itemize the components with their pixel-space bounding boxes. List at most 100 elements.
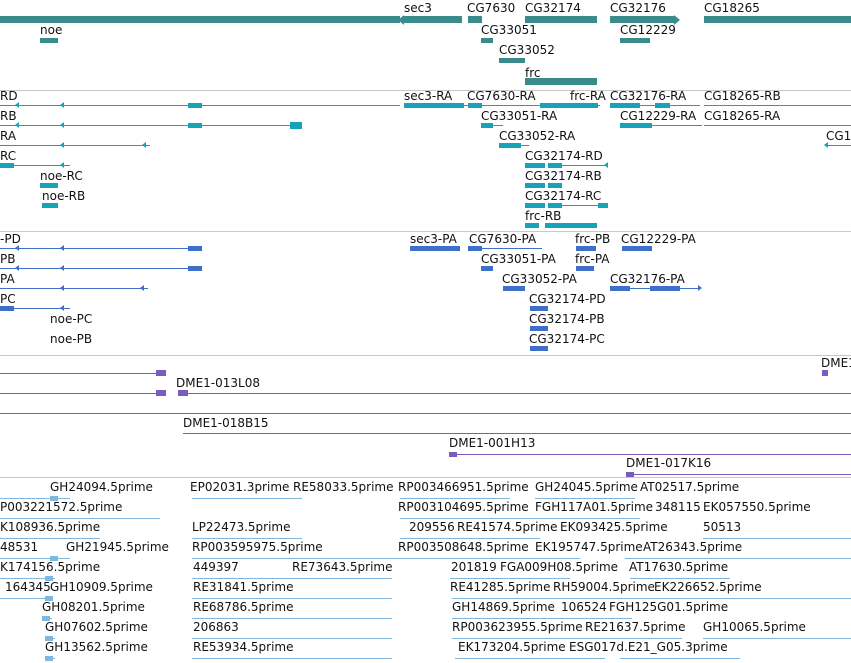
- intron-line[interactable]: [183, 433, 851, 434]
- exon-block[interactable]: [525, 78, 597, 85]
- feature-label[interactable]: CG32174-PD: [529, 292, 606, 306]
- intron-line[interactable]: [188, 393, 851, 394]
- feature-label[interactable]: RH59004.5prime: [553, 580, 655, 594]
- feature-label[interactable]: K108936.5prime: [0, 520, 101, 534]
- feature-label[interactable]: CG32174-RC: [525, 189, 602, 203]
- est-line[interactable]: [0, 558, 70, 559]
- exon-block[interactable]: [610, 286, 630, 291]
- feature-label[interactable]: RE53934.5prime: [193, 640, 294, 654]
- exon-block[interactable]: [42, 203, 58, 208]
- exon-block[interactable]: [545, 223, 597, 228]
- feature-label[interactable]: CG32174-PB: [529, 312, 605, 326]
- feature-label[interactable]: GH08201.5prime: [42, 600, 145, 614]
- feature-label[interactable]: 449397: [193, 560, 239, 574]
- exon-block[interactable]: [503, 286, 525, 291]
- exon-block[interactable]: [481, 38, 493, 43]
- intron-line[interactable]: [562, 165, 608, 166]
- feature-label[interactable]: noe-PC: [50, 312, 93, 326]
- feature-label[interactable]: PC: [0, 292, 16, 306]
- feature-label[interactable]: CG32174-RB: [525, 169, 602, 183]
- exon-block[interactable]: [188, 103, 202, 108]
- exon-block[interactable]: [704, 16, 851, 23]
- feature-label[interactable]: CG7630-RA: [467, 89, 536, 103]
- exon-block[interactable]: [481, 266, 493, 271]
- feature-label[interactable]: RC: [0, 149, 17, 163]
- feature-label[interactable]: K174156.5prime: [0, 560, 101, 574]
- feature-label[interactable]: 164345: [5, 580, 51, 594]
- intron-line[interactable]: [0, 165, 70, 166]
- feature-label[interactable]: 106524: [561, 600, 607, 614]
- feature-label[interactable]: EK093425.5prime: [560, 520, 668, 534]
- exon-block[interactable]: [178, 390, 188, 396]
- feature-label[interactable]: RP003623955.5prime: [452, 620, 583, 634]
- exon-block[interactable]: [530, 346, 548, 351]
- feature-label[interactable]: RE41285.5prime: [450, 580, 551, 594]
- exon-block[interactable]: [156, 390, 166, 396]
- exon-block[interactable]: [499, 58, 525, 63]
- feature-label[interactable]: EK226652.5prime: [654, 580, 762, 594]
- feature-label[interactable]: GH10065.5prime: [703, 620, 806, 634]
- feature-label[interactable]: RE68786.5prime: [193, 600, 294, 614]
- exon-block[interactable]: [548, 183, 562, 188]
- exon-block[interactable]: [290, 122, 302, 129]
- feature-label[interactable]: PA: [0, 272, 15, 286]
- feature-label[interactable]: CG32174-PC: [529, 332, 605, 346]
- feature-label[interactable]: RE58033.5prime: [293, 480, 394, 494]
- feature-label[interactable]: RP003508648.5prime: [398, 540, 529, 554]
- intron-line[interactable]: [652, 125, 702, 126]
- feature-label[interactable]: GH10909.5prime: [50, 580, 153, 594]
- feature-label[interactable]: RE73643.5prime: [292, 560, 393, 574]
- intron-line[interactable]: [0, 413, 851, 414]
- exon-block[interactable]: [449, 452, 457, 457]
- gene-label[interactable]: sec3: [404, 1, 432, 15]
- feature-label[interactable]: PB: [0, 252, 16, 266]
- est-block[interactable]: [45, 656, 53, 661]
- feature-label[interactable]: CG33051-PA: [481, 252, 556, 266]
- feature-label[interactable]: GH07602.5prime: [45, 620, 148, 634]
- est-line[interactable]: [192, 538, 302, 539]
- intron-line[interactable]: [482, 248, 542, 249]
- exon-block[interactable]: [525, 183, 545, 188]
- exon-block[interactable]: [188, 123, 202, 128]
- est-line[interactable]: [400, 558, 580, 559]
- exon-block[interactable]: [650, 286, 680, 291]
- exon-block[interactable]: [468, 16, 482, 23]
- est-line[interactable]: [192, 598, 392, 599]
- est-block[interactable]: [50, 556, 58, 561]
- exon-block[interactable]: [525, 203, 545, 208]
- intron-line[interactable]: [0, 288, 148, 289]
- exon-block[interactable]: [40, 38, 58, 43]
- exon-block[interactable]: [610, 103, 640, 108]
- est-line[interactable]: [452, 638, 682, 639]
- exon-block[interactable]: [626, 472, 634, 477]
- feature-label[interactable]: RP003104695.5prime: [398, 500, 529, 514]
- est-block[interactable]: [42, 616, 50, 621]
- est-line[interactable]: [400, 518, 540, 519]
- gene-label[interactable]: CG7630: [467, 1, 516, 15]
- gene-block[interactable]: [0, 16, 400, 23]
- feature-label[interactable]: 50513: [703, 520, 742, 534]
- exon-block[interactable]: [622, 246, 652, 251]
- est-line[interactable]: [626, 598, 851, 599]
- feature-label[interactable]: CG18265-RB: [704, 89, 781, 103]
- feature-label[interactable]: CG33052-RA: [499, 129, 576, 143]
- exon-block[interactable]: [0, 306, 14, 311]
- est-line[interactable]: [192, 618, 392, 619]
- intron-line[interactable]: [0, 268, 200, 269]
- feature-label[interactable]: noe-RB: [42, 189, 86, 203]
- exon-block[interactable]: [530, 326, 548, 331]
- est-block[interactable]: [45, 636, 53, 641]
- est-line[interactable]: [703, 538, 851, 539]
- feature-label[interactable]: CG33052-PA: [502, 272, 577, 286]
- feature-label[interactable]: FGH117A01.5prime: [535, 500, 654, 514]
- intron-line[interactable]: [0, 125, 300, 126]
- intron-line[interactable]: [493, 125, 503, 126]
- exon-block[interactable]: [188, 246, 202, 251]
- feature-label[interactable]: 48531: [0, 540, 39, 554]
- est-line[interactable]: [452, 618, 632, 619]
- est-line[interactable]: [400, 538, 540, 539]
- est-line[interactable]: [450, 578, 570, 579]
- intron-line[interactable]: [464, 105, 470, 106]
- exon-block[interactable]: [655, 103, 670, 108]
- feature-label[interactable]: EK173204.5prime: [458, 640, 566, 654]
